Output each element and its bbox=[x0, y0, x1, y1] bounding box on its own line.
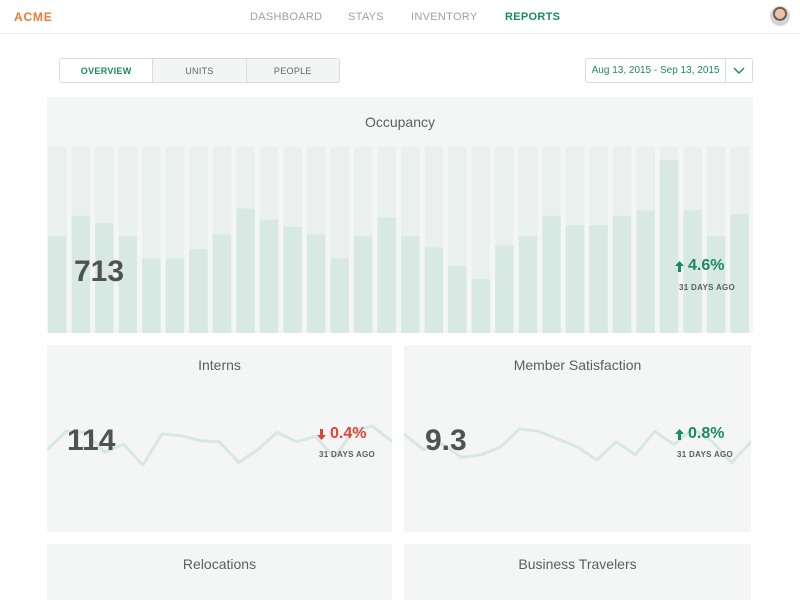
occupancy-bar bbox=[189, 249, 208, 333]
occupancy-bar bbox=[283, 226, 302, 333]
occupancy-bar bbox=[730, 213, 749, 333]
occupancy-title: Occupancy bbox=[364, 114, 436, 130]
nav-reports[interactable]: REPORTS bbox=[505, 11, 561, 23]
tab-people[interactable]: PEOPLE bbox=[245, 59, 339, 82]
occupancy-bar bbox=[95, 223, 114, 333]
occupancy-bar bbox=[401, 236, 420, 333]
sparkline-series bbox=[404, 427, 751, 465]
interns-period: 31 DAYS AGO bbox=[319, 450, 376, 459]
top-navigation-bar: ACME DASHBOARD STAYS INVENTORY REPORTS bbox=[0, 0, 800, 34]
arrow-up-icon bbox=[675, 260, 684, 272]
nav-inventory[interactable]: INVENTORY bbox=[411, 11, 478, 23]
interns-sparkline bbox=[47, 424, 392, 467]
occupancy-bar bbox=[353, 236, 373, 333]
interns-title: Interns bbox=[198, 357, 241, 373]
user-avatar[interactable] bbox=[770, 6, 790, 26]
occupancy-bar bbox=[565, 225, 585, 333]
brand-logo[interactable]: ACME bbox=[14, 10, 53, 24]
date-range-label[interactable]: Aug 13, 2015 - Sep 13, 2015 bbox=[591, 65, 720, 76]
occupancy-bar bbox=[48, 236, 67, 333]
occupancy-bar bbox=[659, 160, 679, 333]
relocations-title: Relocations bbox=[182, 556, 257, 572]
occupancy-bar bbox=[683, 210, 702, 333]
tab-units[interactable]: UNITS bbox=[152, 59, 246, 82]
occupancy-bar bbox=[330, 258, 349, 333]
business-travelers-title: Business Travelers bbox=[518, 556, 637, 572]
occupancy-bar bbox=[448, 266, 467, 333]
tab-overview[interactable]: OVERVIEW bbox=[60, 59, 153, 82]
occupancy-period: 31 DAYS AGO bbox=[679, 283, 736, 292]
satisfaction-title: Member Satisfaction bbox=[513, 357, 642, 373]
arrow-up-icon bbox=[675, 428, 684, 440]
nav-stays[interactable]: STAYS bbox=[348, 11, 384, 23]
occupancy-bar bbox=[706, 236, 726, 333]
interns-delta-value: 0.4% bbox=[330, 425, 367, 442]
business-travelers-card[interactable]: Business Travelers bbox=[404, 544, 751, 600]
occupancy-delta-value: 4.6% bbox=[688, 257, 725, 274]
occupancy-bar bbox=[165, 258, 185, 333]
occupancy-bar bbox=[142, 258, 161, 333]
occupancy-bar bbox=[71, 215, 91, 333]
occupancy-bar bbox=[118, 236, 138, 333]
occupancy-bar bbox=[471, 279, 491, 333]
interns-card[interactable]: Interns 114 0.4% 31 DAYS AGO bbox=[47, 345, 392, 532]
occupancy-card[interactable]: Occupancy 713 4.6% 31 DAYS AGO bbox=[47, 97, 753, 333]
occupancy-bar bbox=[518, 236, 538, 333]
interns-delta: 0.4% bbox=[316, 425, 366, 443]
satisfaction-delta: 0.8% bbox=[674, 425, 724, 443]
satisfaction-delta-value: 0.8% bbox=[688, 425, 725, 442]
occupancy-bar bbox=[236, 208, 255, 333]
satisfaction-sparkline bbox=[404, 427, 751, 465]
occupancy-bar bbox=[589, 225, 608, 333]
occupancy-delta: 4.6% bbox=[674, 257, 724, 275]
nav-dashboard[interactable]: DASHBOARD bbox=[250, 11, 323, 23]
occupancy-bar bbox=[424, 247, 444, 333]
occupancy-bar bbox=[636, 210, 655, 333]
occupancy-bar bbox=[612, 215, 632, 333]
relocations-card[interactable]: Relocations bbox=[47, 544, 392, 600]
satisfaction-value: 9.3 bbox=[425, 424, 467, 457]
occupancy-bar bbox=[212, 234, 232, 333]
sparkline-series bbox=[47, 424, 392, 467]
occupancy-bar bbox=[259, 219, 279, 333]
member-satisfaction-card[interactable]: Member Satisfaction 9.3 0.8% 31 DAYS AGO bbox=[404, 345, 751, 532]
occupancy-bar bbox=[306, 234, 326, 333]
occupancy-bar bbox=[542, 215, 561, 333]
occupancy-value: 713 bbox=[74, 255, 125, 288]
interns-value: 114 bbox=[67, 424, 116, 457]
occupancy-bar-chart bbox=[48, 147, 749, 333]
chevron-down-icon[interactable] bbox=[725, 59, 752, 82]
satisfaction-period: 31 DAYS AGO bbox=[677, 450, 734, 459]
occupancy-bar bbox=[377, 217, 396, 333]
report-tabs: OVERVIEW UNITS PEOPLE bbox=[59, 58, 340, 83]
date-range-picker[interactable]: Aug 13, 2015 - Sep 13, 2015 bbox=[585, 58, 753, 83]
occupancy-bar bbox=[495, 245, 514, 333]
arrow-down-icon bbox=[317, 428, 326, 440]
